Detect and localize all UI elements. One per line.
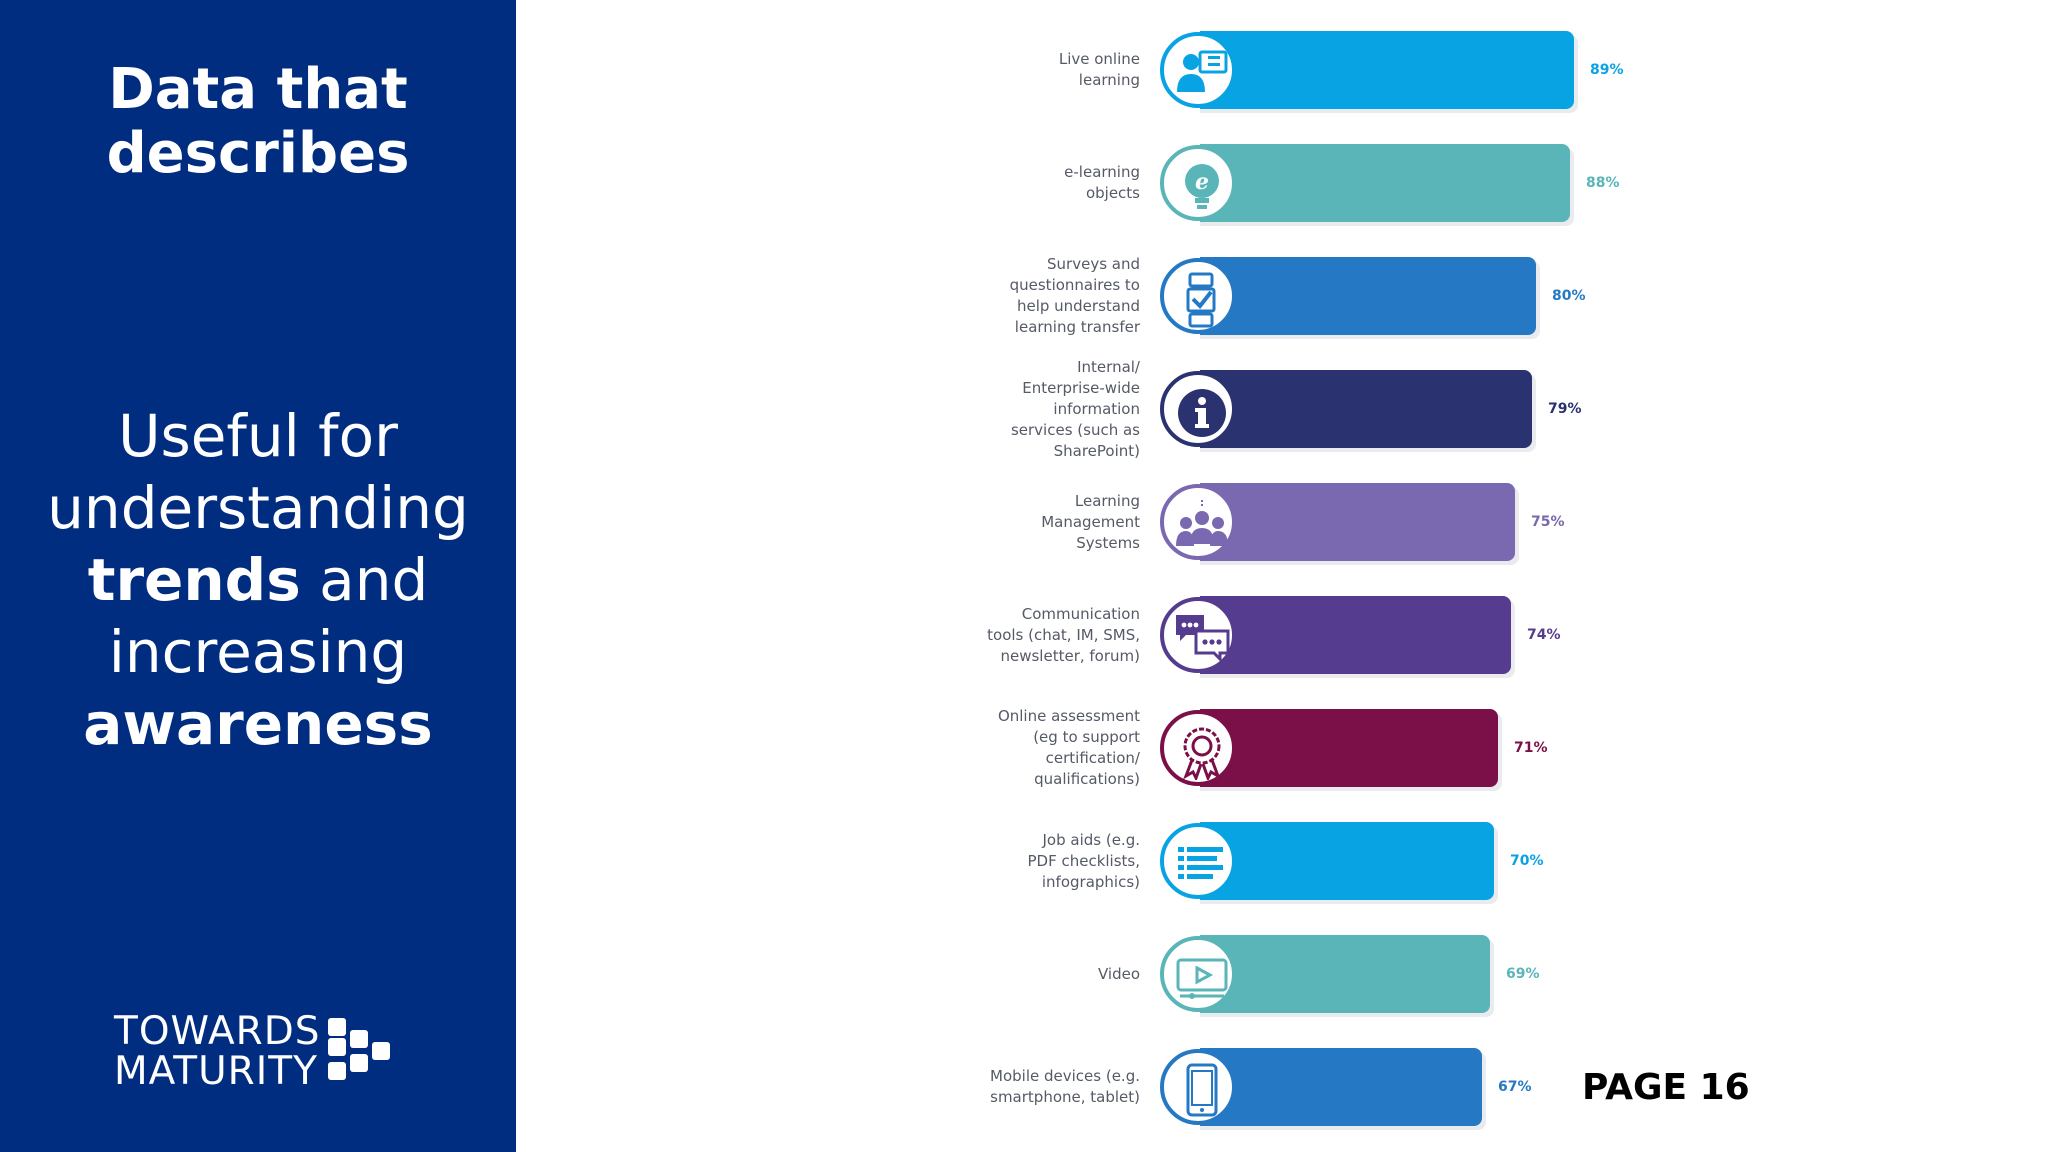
bar-icon-badge	[1160, 1049, 1236, 1125]
category-label-line: Enterprise-wide	[1022, 378, 1140, 397]
bar	[1200, 822, 1494, 900]
left-panel: Data that describes Useful for understan…	[0, 0, 516, 1152]
bar-value-label: 79%	[1548, 401, 1582, 417]
panel-heading-line: Data that	[108, 57, 408, 122]
bar	[1200, 144, 1570, 222]
panel-body-line: understanding	[47, 474, 469, 542]
emphasis-trends: trends	[87, 546, 301, 614]
category-label-line: qualifications)	[1034, 770, 1140, 788]
category-label-line: e-learning	[1064, 163, 1140, 181]
category-label-line: Mobile devices (e.g.	[990, 1067, 1140, 1085]
category-label-line: Internal/	[1077, 357, 1140, 376]
category-label-line: objects	[1085, 184, 1140, 202]
category-label: Video	[940, 964, 1140, 985]
bar-icon-badge	[1160, 371, 1236, 447]
category-label-line: PDF checklists,	[1027, 851, 1140, 870]
bar	[1200, 257, 1536, 335]
category-label-line: information	[1053, 399, 1140, 418]
category-label-line: tools (chat, IM, SMS,	[987, 625, 1140, 644]
category-label-line: SharePoint)	[1053, 441, 1140, 460]
category-label: Communication tools (chat, IM, SMS, newsle…	[940, 604, 1140, 667]
category-label-line: Online assessment	[997, 707, 1140, 725]
bar-value-label: 69%	[1506, 966, 1540, 982]
logo-line: MATURITY	[114, 1049, 318, 1094]
bar	[1200, 709, 1498, 787]
panel-body-text: Useful for understanding trends and incr…	[0, 400, 516, 760]
bar	[1200, 596, 1511, 674]
panel-body-line: awareness	[0, 688, 516, 760]
category-label-line: Communication	[1021, 604, 1140, 623]
category-label: Surveys and questionnaires to help underst…	[940, 254, 1140, 338]
bar-icon-badge	[1160, 936, 1236, 1012]
panel-body-fragment: and	[300, 546, 429, 614]
bar-icon-badge	[1160, 597, 1236, 673]
logo-squares-icon	[328, 1018, 390, 1080]
logo-line: TOWARDS	[114, 1009, 321, 1054]
category-label-line: certification/	[1045, 749, 1140, 767]
panel-body-line: trends and	[0, 544, 516, 616]
bar-value-label: 80%	[1552, 288, 1586, 304]
category-label: Mobile devices (e.g. smartphone, tablet)	[940, 1066, 1140, 1108]
bar-value-label: 74%	[1527, 627, 1561, 643]
category-label-line: Video	[1097, 964, 1140, 983]
category-label: Live online learning	[940, 49, 1140, 91]
category-label-line: newsletter, forum)	[1000, 646, 1140, 665]
logo-wordmark: TOWARDS MATURITY	[114, 1012, 321, 1092]
bar-value-label: 71%	[1514, 740, 1548, 756]
category-label-line: questionnaires to	[1009, 276, 1140, 294]
panel-body-line: increasing	[108, 618, 408, 686]
page-number: PAGE 16	[1582, 1067, 1750, 1108]
bar-icon-badge	[1160, 258, 1236, 334]
bar-value-label: 88%	[1586, 175, 1620, 191]
bar	[1200, 1048, 1482, 1126]
bar-icon-badge: e	[1160, 145, 1236, 221]
bar-value-label: 70%	[1510, 853, 1544, 869]
category-label-line: Learning	[1074, 491, 1140, 510]
bar-icon-badge	[1160, 484, 1236, 560]
bar-value-label: 67%	[1498, 1079, 1532, 1095]
bar	[1200, 370, 1532, 448]
category-label-line: learning transfer	[1014, 318, 1140, 336]
bar-value-label: 89%	[1590, 62, 1624, 78]
bar	[1200, 935, 1490, 1013]
towards-maturity-logo: TOWARDS MATURITY	[114, 1012, 390, 1092]
panel-body-line: Useful for	[118, 402, 398, 470]
category-label: Learning Management Systems	[940, 491, 1140, 554]
category-label-line: smartphone, tablet)	[990, 1088, 1140, 1106]
category-label-line: Job aids (e.g.	[1042, 830, 1141, 849]
category-label-line: services (such as	[1010, 420, 1140, 439]
svg-text:e: e	[1195, 169, 1209, 195]
category-label-line: (eg to support	[1033, 728, 1140, 746]
bar-icon-badge	[1160, 710, 1236, 786]
category-label-line: Live online	[1058, 50, 1140, 68]
category-label-line: learning	[1078, 71, 1140, 89]
category-label: Online assessment (eg to support certifica…	[940, 706, 1140, 790]
category-label-line: help understand	[1016, 297, 1140, 315]
category-label-line: Management	[1041, 512, 1140, 531]
panel-heading-line: describes	[106, 121, 410, 186]
category-label: Job aids (e.g. PDF checklists, infographic…	[940, 830, 1140, 893]
bar-value-label: 75%	[1531, 514, 1565, 530]
bar	[1200, 483, 1515, 561]
category-label: Internal/Enterprise-wide information servi…	[940, 357, 1140, 462]
bar	[1200, 31, 1574, 109]
category-label-line: Systems	[1076, 533, 1140, 552]
bar-icon-badge	[1160, 823, 1236, 899]
bar-icon-badge	[1160, 32, 1236, 108]
category-label-line: Surveys and	[1047, 255, 1140, 273]
category-label: e-learning objects	[940, 162, 1140, 204]
category-label-line: infographics)	[1041, 872, 1140, 891]
panel-heading: Data that describes	[0, 58, 516, 186]
emphasis-awareness: awareness	[83, 690, 433, 758]
